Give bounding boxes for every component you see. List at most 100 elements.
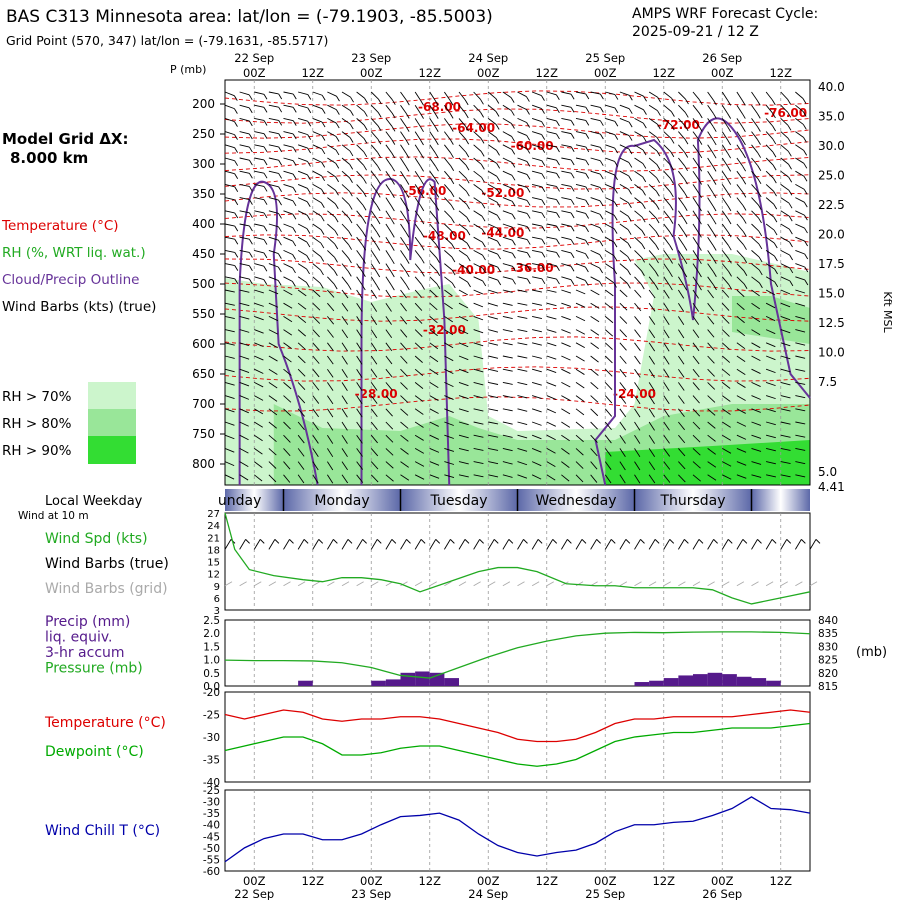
wind-barb-flag [263,107,268,113]
wind-barb [707,263,714,273]
wind-barb-flag [599,133,604,140]
wind-barb-flag [320,269,324,276]
wind-barb [619,223,629,231]
wind-barb-flag [613,214,618,221]
wind-barb-flag [541,121,545,127]
wind-barb [488,474,499,478]
wind-barb-flag [335,122,340,129]
wind-barb [517,355,528,359]
wind-barb-flag [450,191,455,198]
wind-barb [663,184,671,193]
wind-barb-flag [803,188,808,195]
wind-barb [721,276,730,285]
wind-barb-flag [306,241,311,248]
wind-barb [327,104,337,111]
wind-barb-flag [657,110,661,116]
wind-barb [385,223,392,233]
wind-barb-flag [277,266,282,273]
wind-barb [473,276,483,282]
wind-barb [341,342,348,352]
wind-barb-flag [757,191,762,198]
wind-barb [619,302,628,311]
wind-barb-flag [347,271,352,277]
wind-barb [692,461,701,469]
legend-temperature: Temperature (°C) [1,218,119,234]
wind-barb-flag [435,165,439,172]
wind-barb-flag [376,218,381,225]
weekday-label: Thursday [659,493,725,509]
wind-barb [458,210,468,218]
wind-barb [517,117,527,123]
wind-barb-flag [772,112,776,119]
wind-barb [385,104,393,114]
wind-barb [224,249,235,253]
wind-barb-true-flag [376,539,382,544]
wind-barb [414,355,423,363]
wind-barb [546,157,557,161]
wind-barb-flag [683,258,688,264]
wind-barb [502,315,513,320]
wind-barb [634,144,644,151]
wind-barb-true [326,539,334,550]
wind-barb [707,170,714,180]
wind-barb [458,91,466,101]
wind-barb-flag [292,227,297,233]
wind-barb [561,342,571,348]
wind-barb-flag [511,188,516,194]
wind-barb-grid [429,581,437,587]
wind-barb-flag [698,99,703,105]
wind-barb [736,329,746,337]
pressure-line [224,631,811,679]
wind-barb-true-flag [362,539,367,544]
wind-barb [341,276,349,285]
wind-barb [517,381,528,386]
wind-barb-flag [405,284,410,291]
wind-barb [721,302,730,311]
wind-barb [356,395,363,405]
wind-barb [692,223,699,233]
wind-barb [356,104,365,112]
wind-barb [619,131,630,136]
wind-barb [254,315,264,321]
wind-barb-flag [789,254,794,261]
wind-barb [531,408,542,413]
wind-barb-flag [556,159,560,166]
wind-barb-flag [671,111,675,117]
wind-barb [531,104,542,110]
wind-barb [224,381,235,386]
top-tick-label: 00Z [360,66,383,80]
wind-barb-flag [420,126,424,133]
wind-barb [502,236,513,241]
wind-barb [253,461,263,468]
wind-barb-flag [541,108,545,114]
wind-barb [414,316,423,324]
wind-barb [327,302,335,312]
wind-barb [575,144,586,148]
wind-barb-flag [599,267,603,274]
wind-barb-flag [496,227,501,234]
wind-barb-flag [774,268,778,275]
wind-barb [268,263,279,268]
wind-barb-flag [497,240,501,247]
wind-barb-flag [802,111,807,117]
wind-barb [312,131,323,136]
wind-barb [604,276,614,283]
wind-barb-flag [234,121,238,127]
wind-barb [224,302,235,306]
wind-barb-flag [334,216,339,223]
wind-barb-flag [434,139,439,146]
wind-barb [736,157,744,167]
wind-barb [356,408,363,418]
wind-barb-flag [307,134,312,140]
wind-barb [283,355,292,363]
pressure-tick-label: 815 [818,681,838,693]
wind-barb [268,236,279,241]
wind-barb-flag [628,175,633,182]
wind-barb [575,91,586,95]
wind-barb-true [677,539,685,550]
wind-barb-grid [458,581,467,587]
wind-barb [224,197,235,201]
wind-barb [663,434,670,444]
wind-barb-flag [712,113,717,119]
wind-barb [224,236,235,240]
